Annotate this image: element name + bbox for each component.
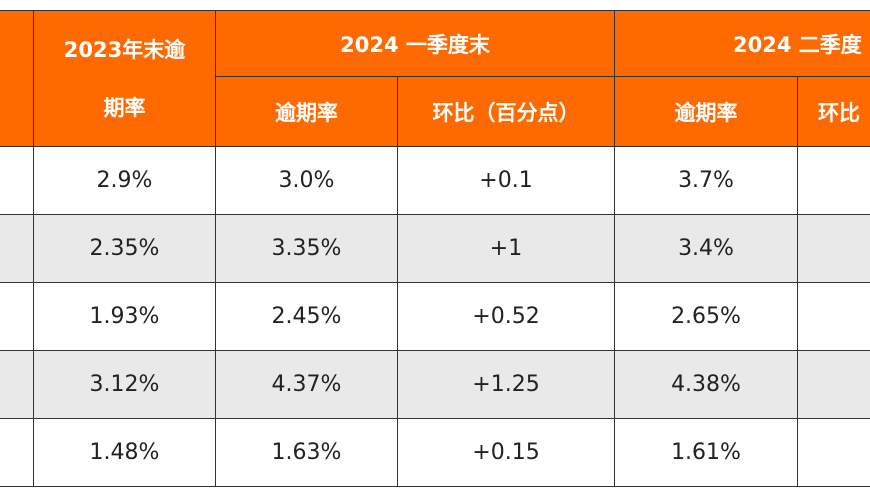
cell-q1-qoq: +0.52 bbox=[396, 282, 616, 351]
header-q2-qoq: 环比 bbox=[797, 76, 870, 147]
header-2023-line2: 期率 bbox=[103, 95, 146, 120]
header-2023-year-end: 2023年末逾 期率 bbox=[33, 10, 216, 147]
table-row: 1.93% 2.45% +0.52 2.65% bbox=[0, 282, 870, 351]
overdue-rate-table: 2023年末逾 期率 2024 一季度末 2024 二季度 逾期率 环比（百分点… bbox=[0, 10, 870, 487]
cell-q1-rate: 3.0% bbox=[215, 146, 398, 215]
cell-2023: 2.9% bbox=[33, 146, 216, 215]
cell-q2-qoq bbox=[797, 282, 870, 351]
cell-q2-qoq bbox=[797, 350, 870, 419]
cell-2023: 1.93% bbox=[33, 282, 216, 351]
cell-2023: 3.12% bbox=[33, 350, 216, 419]
cell-q1-rate: 2.45% bbox=[215, 282, 398, 351]
cell-q2-qoq bbox=[797, 214, 870, 283]
header-2023-line1: 2023年末逾 bbox=[63, 37, 186, 62]
table-row: 3.12% 4.37% +1.25 4.38% bbox=[0, 350, 870, 419]
cell-2023: 1.48% bbox=[33, 418, 216, 487]
cell-q1-qoq: +0.15 bbox=[396, 418, 616, 487]
row-label-cell bbox=[0, 282, 34, 351]
cell-q1-rate: 1.63% bbox=[215, 418, 398, 487]
cell-2023: 2.35% bbox=[33, 214, 216, 283]
header-row-sub: 逾期率 环比（百分点） 逾期率 环比 bbox=[0, 76, 870, 147]
header-q2-group: 2024 二季度 bbox=[614, 10, 870, 77]
row-label-cell bbox=[0, 214, 34, 283]
cell-q1-qoq: +1 bbox=[396, 214, 616, 283]
header-first-col bbox=[0, 10, 34, 147]
cell-q2-rate: 1.61% bbox=[614, 418, 799, 487]
cell-q1-rate: 4.37% bbox=[215, 350, 398, 419]
cell-q1-qoq: +0.1 bbox=[396, 146, 616, 215]
table-row: 2.9% 3.0% +0.1 3.7% bbox=[0, 146, 870, 215]
table-row: 2.35% 3.35% +1 3.4% bbox=[0, 214, 870, 283]
header-q1-qoq: 环比（百分点） bbox=[396, 76, 616, 147]
cell-q1-qoq: +1.25 bbox=[396, 350, 616, 419]
cell-q2-qoq bbox=[797, 146, 870, 215]
row-label-cell bbox=[0, 418, 34, 487]
table-row: 1.48% 1.63% +0.15 1.61% bbox=[0, 418, 870, 487]
cell-q2-rate: 3.7% bbox=[614, 146, 799, 215]
header-q1-group: 2024 一季度末 bbox=[214, 10, 616, 77]
header-row-groups: 2023年末逾 期率 2024 一季度末 2024 二季度 bbox=[0, 10, 870, 147]
row-label-cell bbox=[0, 350, 34, 419]
cell-q1-rate: 3.35% bbox=[215, 214, 398, 283]
header-q2-overdue-rate: 逾期率 bbox=[614, 76, 799, 147]
cell-q2-rate: 3.4% bbox=[614, 214, 799, 283]
cell-q2-rate: 2.65% bbox=[614, 282, 799, 351]
row-label-cell bbox=[0, 146, 34, 215]
cell-q2-rate: 4.38% bbox=[614, 350, 799, 419]
header-q1-overdue-rate: 逾期率 bbox=[215, 76, 398, 147]
cell-q2-qoq bbox=[797, 418, 870, 487]
